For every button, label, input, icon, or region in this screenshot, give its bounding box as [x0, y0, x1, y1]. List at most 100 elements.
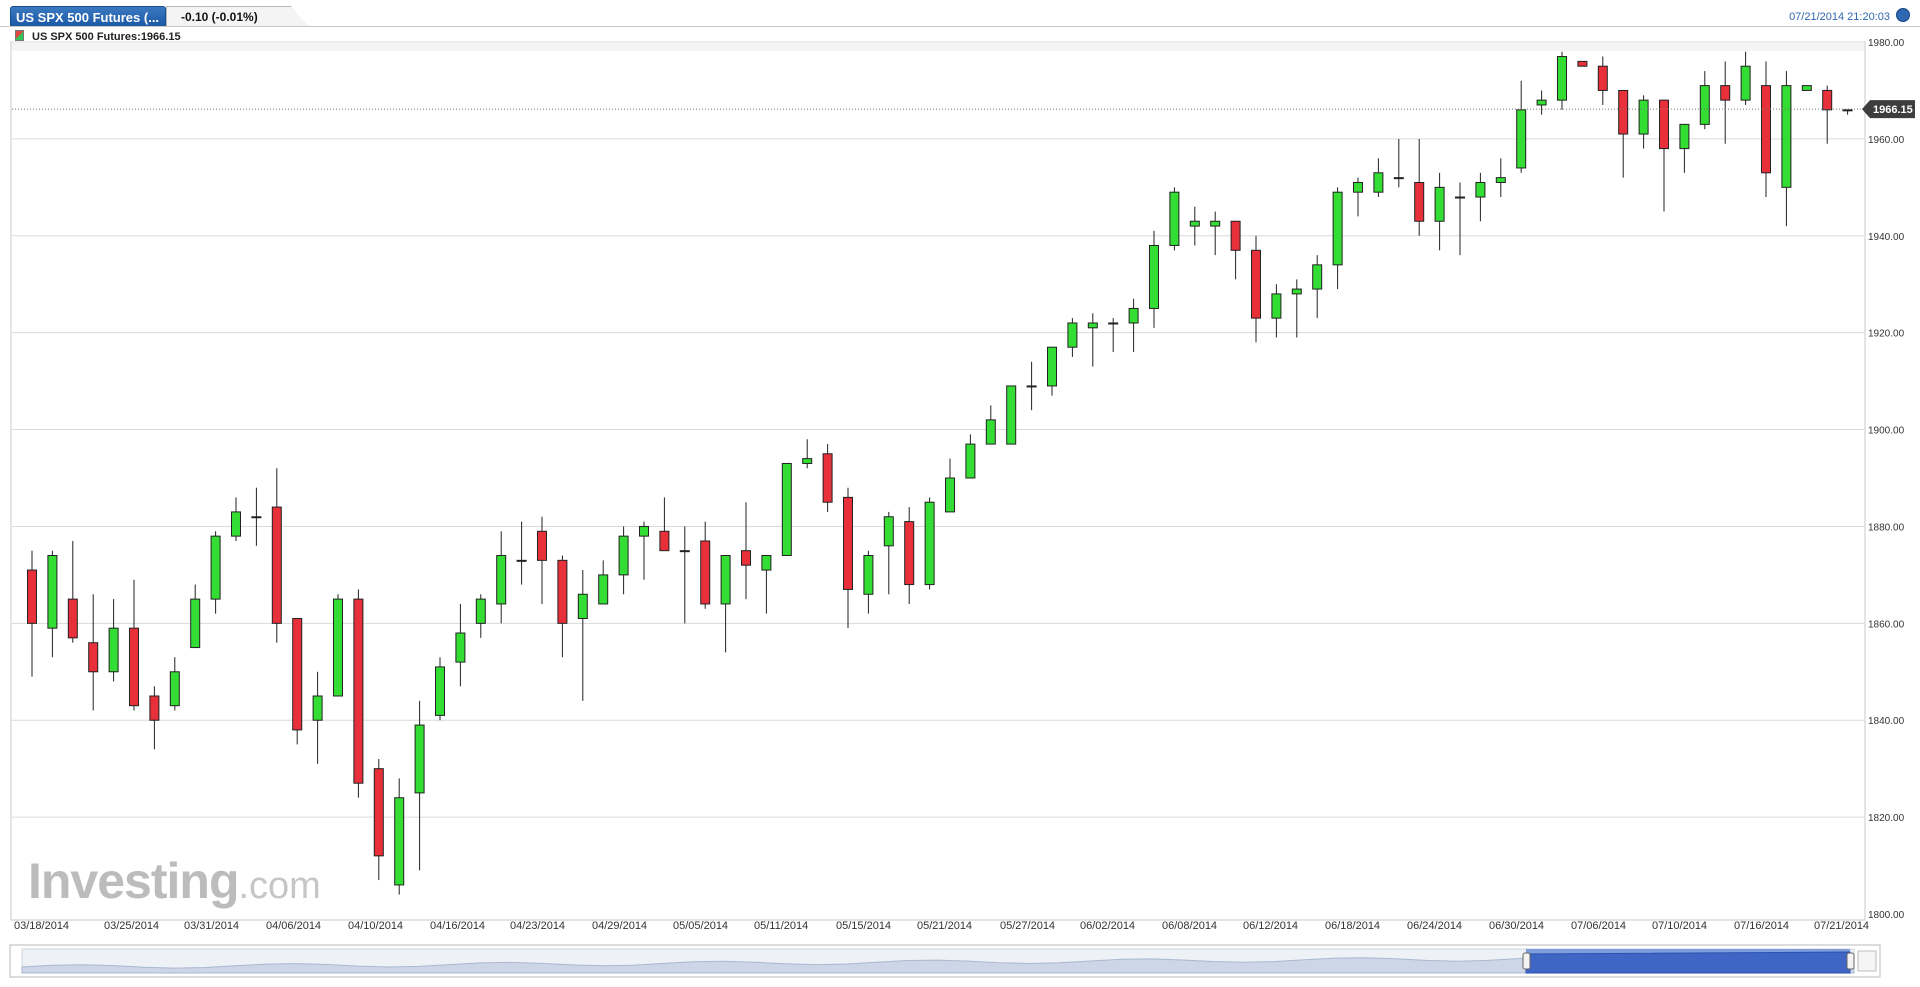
price-change-label: -0.10 (-0.01%)	[181, 10, 258, 24]
candle	[781, 462, 792, 557]
candle	[1087, 313, 1098, 367]
candle-body	[475, 598, 486, 624]
candle-body	[373, 768, 384, 857]
candle-body	[1801, 85, 1812, 91]
candle-body	[1251, 249, 1261, 319]
candle-body	[414, 724, 425, 794]
candle-body	[639, 525, 649, 537]
candle	[1332, 187, 1343, 290]
candle-body	[1842, 109, 1853, 112]
candle-body	[1536, 99, 1547, 106]
candle	[210, 531, 221, 614]
candle	[353, 589, 364, 798]
candle	[639, 521, 649, 580]
candle-body	[129, 627, 139, 707]
candle-body	[1455, 196, 1465, 199]
x-tick-label: 07/21/2014	[1814, 920, 1869, 930]
x-tick-label: 04/10/2014	[348, 920, 403, 930]
x-tick-label: 04/16/2014	[430, 920, 485, 930]
candle-body	[618, 535, 629, 576]
candle	[27, 550, 37, 677]
candle	[924, 497, 935, 590]
candle	[965, 434, 976, 479]
main-chart[interactable]: 1966.15 1800.00 1820.00 1840.00 1860.00 1880…	[0, 34, 1920, 930]
candle	[1149, 230, 1159, 328]
tab-instrument[interactable]: US SPX 500 Futures (...	[10, 6, 166, 26]
candle	[1230, 220, 1241, 280]
candle-body	[1597, 65, 1608, 91]
candle	[1271, 284, 1282, 338]
x-tick-label: 05/27/2014	[1000, 920, 1055, 930]
y-tick-label: 1860.00	[1868, 619, 1905, 630]
candle-body	[251, 516, 262, 519]
candle-body	[333, 598, 343, 697]
candle	[1597, 56, 1608, 105]
last-price-label: 1966.15	[1873, 104, 1913, 116]
candle-body	[169, 671, 180, 707]
candle	[516, 521, 527, 585]
y-tick-label: 1820.00	[1868, 813, 1905, 824]
candle-body	[455, 632, 466, 663]
candle	[761, 555, 772, 614]
candle	[598, 560, 609, 605]
candle	[190, 584, 201, 649]
candle-body	[720, 555, 731, 605]
last-price-tag	[1862, 100, 1915, 119]
navigator[interactable]	[0, 940, 1920, 980]
candle	[1067, 318, 1078, 357]
candle-body	[904, 521, 915, 586]
x-axis: 03/18/2014 03/25/2014 03/31/2014 04/06/2014…	[14, 920, 1869, 930]
candle	[863, 550, 874, 614]
candle-body	[843, 496, 853, 590]
candle	[1557, 51, 1567, 110]
candle-body	[1128, 307, 1139, 324]
x-tick-label: 06/30/2014	[1489, 920, 1544, 930]
candle-body	[1618, 89, 1629, 135]
candle-body	[679, 550, 690, 553]
candle-body	[1659, 99, 1669, 150]
candle	[373, 758, 384, 881]
candle	[292, 617, 303, 745]
candle-body	[67, 598, 78, 639]
candle-body	[1189, 220, 1200, 227]
candle	[1475, 172, 1486, 222]
navigator-scroll-button[interactable]	[1857, 950, 1877, 972]
candle-body	[1475, 181, 1486, 198]
candle	[1679, 123, 1690, 173]
candle	[1801, 85, 1812, 91]
legend-swatch-icon	[15, 30, 24, 41]
candle	[149, 686, 160, 750]
candle-body	[598, 574, 609, 605]
navigator-right-handle[interactable]	[1846, 952, 1855, 970]
candle-body	[1495, 177, 1506, 183]
timestamp: 07/21/2014 21:20:03	[1789, 11, 1890, 23]
candle-body	[985, 419, 996, 445]
candle	[251, 487, 262, 546]
candle-body	[394, 797, 405, 886]
candle	[455, 603, 466, 687]
candle-body	[435, 666, 445, 716]
candle-body	[1210, 220, 1221, 227]
tab-price-change[interactable]: -0.10 (-0.01%)	[166, 6, 308, 26]
candle	[475, 594, 486, 638]
candle	[47, 550, 58, 658]
candle-body	[1699, 85, 1710, 125]
candle	[679, 526, 690, 624]
clock-icon[interactable]	[1896, 8, 1910, 22]
x-tick-label: 05/21/2014	[917, 920, 972, 930]
last-price-marker: 1966.15	[12, 100, 1915, 119]
navigator-left-handle[interactable]	[1522, 952, 1531, 970]
tab-bar: US SPX 500 Futures (... -0.10 (-0.01%) 0…	[0, 0, 1920, 27]
candle	[822, 444, 833, 512]
candle-body	[1720, 85, 1731, 101]
candle-body	[1516, 109, 1527, 169]
candle-body	[210, 535, 221, 600]
candle-body	[27, 569, 37, 624]
candle-body	[1026, 385, 1037, 388]
candle	[435, 657, 445, 721]
candle	[1822, 85, 1833, 144]
candle-body	[1149, 244, 1159, 309]
candle-body	[1414, 181, 1425, 222]
candle-body	[1740, 65, 1751, 101]
candle-body	[1087, 322, 1098, 329]
